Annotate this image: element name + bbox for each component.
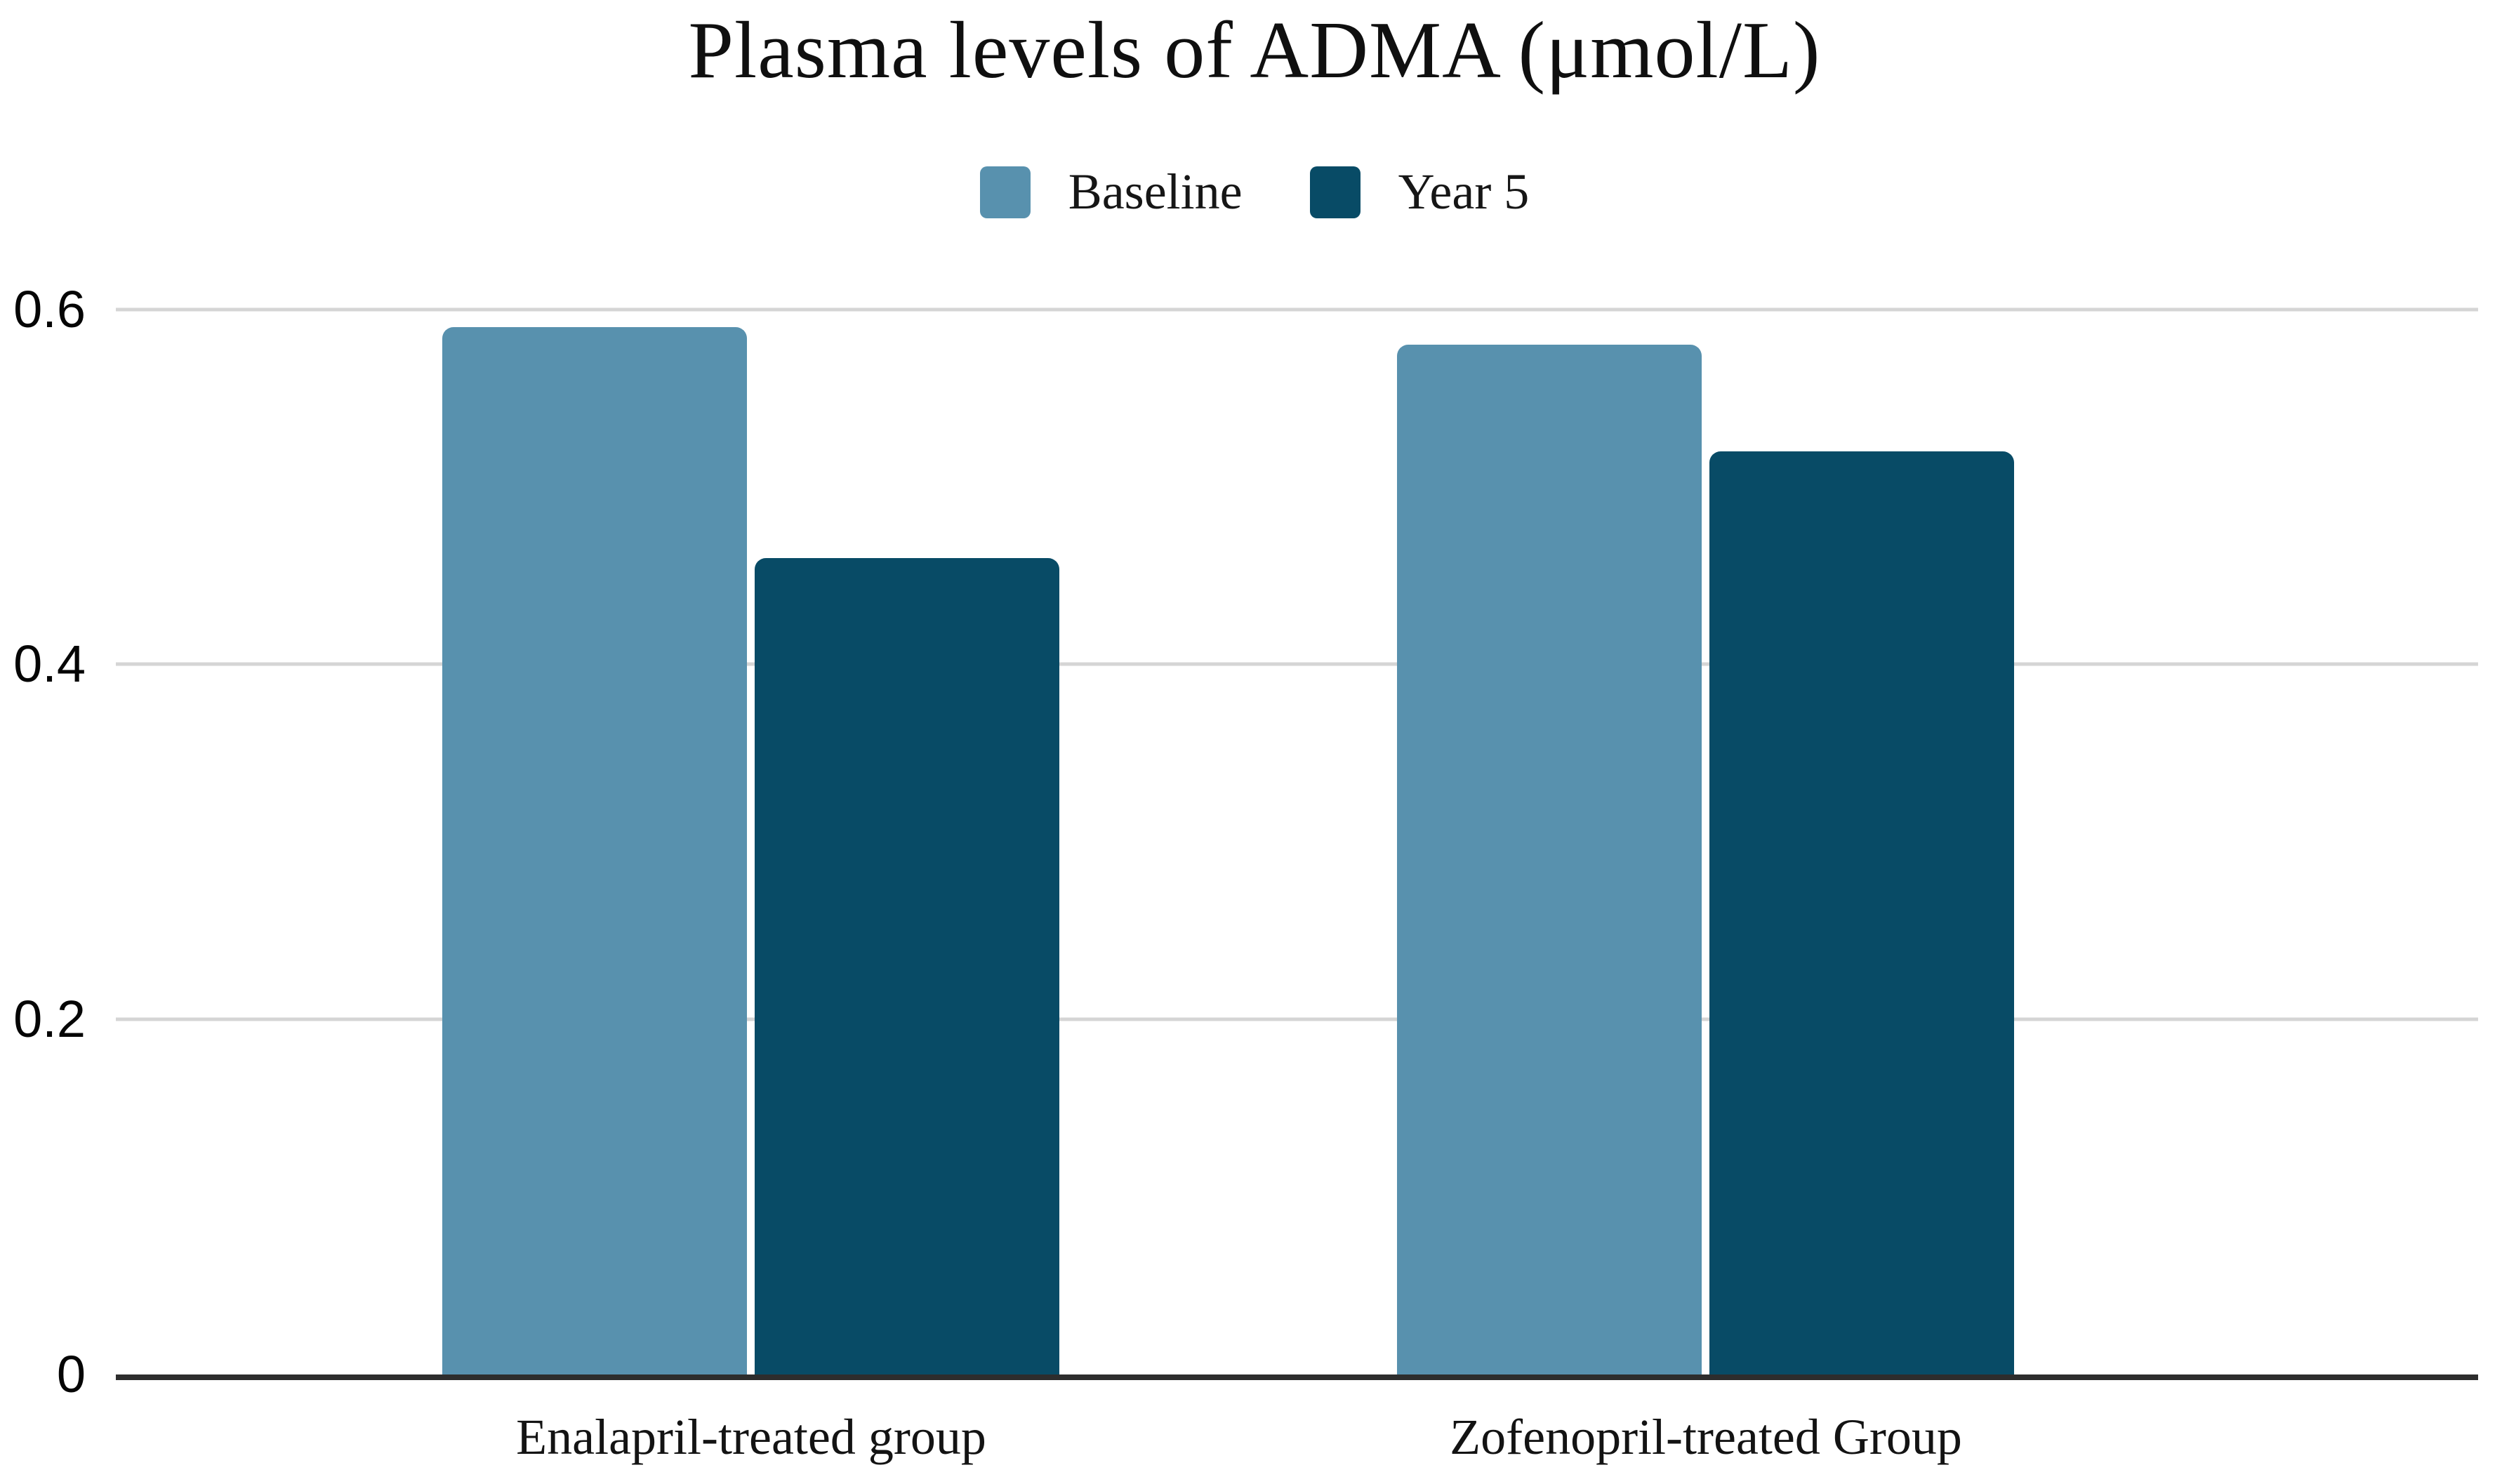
- y-tick-label: 0.4: [13, 635, 86, 694]
- y-tick-label: 0: [56, 1345, 86, 1403]
- y-tick-label: 0.6: [13, 279, 86, 338]
- legend-swatch-baseline: [979, 166, 1031, 218]
- legend-label-year-5: Year 5: [1398, 164, 1530, 220]
- x-label-enalapril-group: Enalapril-treated group: [516, 1409, 986, 1465]
- gridline: [116, 662, 2478, 666]
- legend-swatch-year-5: [1309, 166, 1361, 218]
- bar-group: [1397, 267, 2014, 1374]
- legend-label-baseline: Baseline: [1068, 164, 1243, 220]
- legend-item-baseline: Baseline: [979, 163, 1243, 221]
- bar-baseline: [442, 326, 747, 1374]
- y-axis-tick-labels: 0 0.2 0.4 0.6: [0, 267, 86, 1400]
- plot-area: [116, 267, 2478, 1380]
- gridline: [116, 1017, 2478, 1021]
- bar-baseline: [1397, 345, 1702, 1374]
- legend: Baseline Year 5: [0, 163, 2509, 221]
- chart-title: Plasma levels of ADMA (μmol/L): [688, 6, 1821, 95]
- bar-year-5: [755, 557, 1059, 1374]
- x-axis-labels: Enalapril-treated group Zofenopril-treat…: [0, 1408, 2509, 1478]
- legend-item-year-5: Year 5: [1309, 163, 1530, 221]
- bar-group: [442, 267, 1059, 1374]
- x-label-zofenopril-group: Zofenopril-treated Group: [1450, 1409, 1962, 1465]
- bar-groups: [116, 267, 2478, 1374]
- bar-year-5: [1709, 451, 2014, 1374]
- gridline: [116, 307, 2478, 312]
- y-tick-label: 0.2: [13, 990, 86, 1049]
